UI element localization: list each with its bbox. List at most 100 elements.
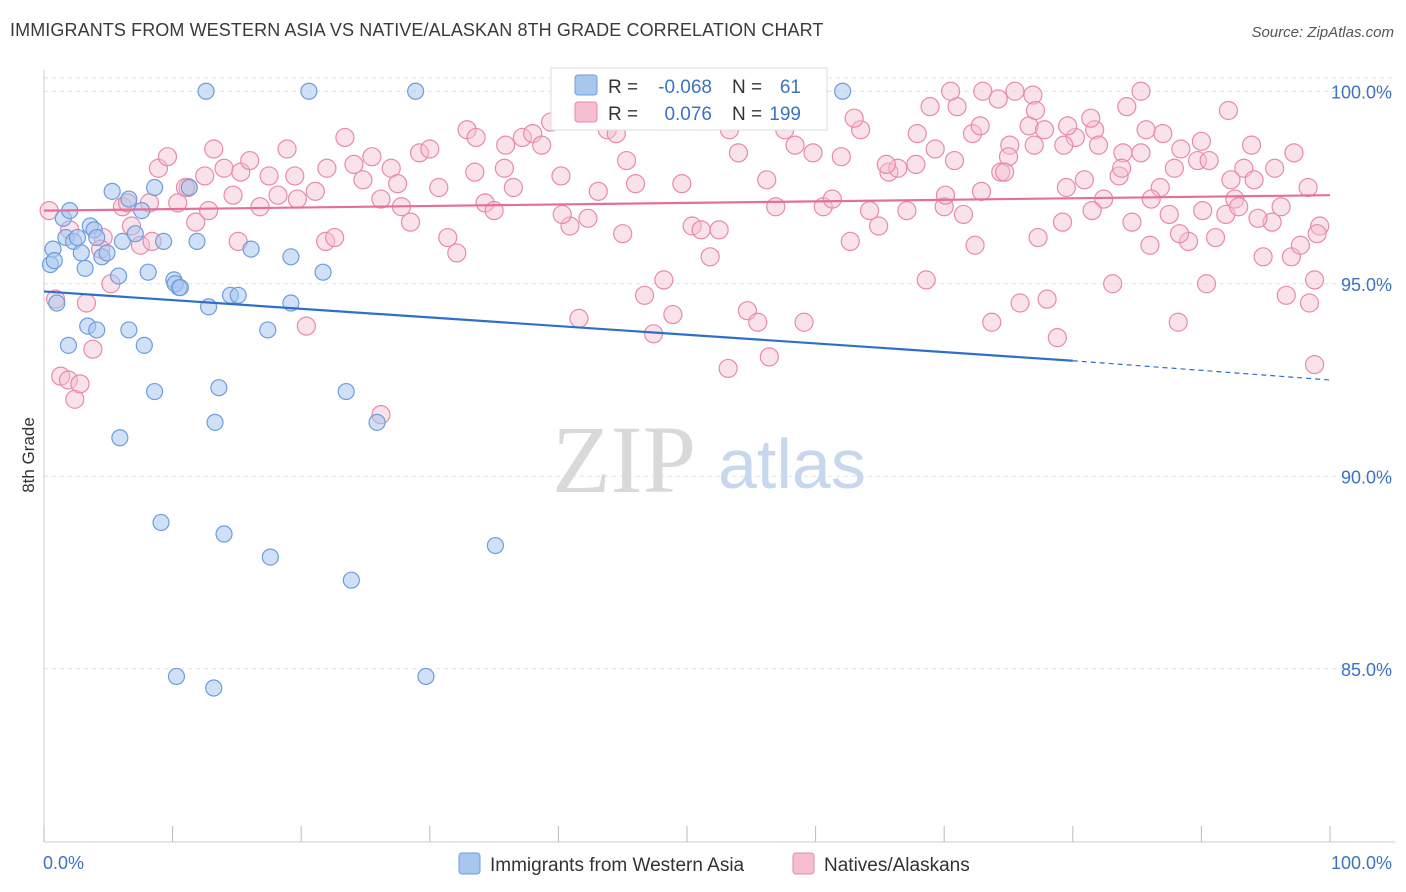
watermark-atlas: atlas xyxy=(718,425,866,503)
point-natives xyxy=(1103,274,1123,294)
point-natives xyxy=(1218,100,1239,121)
point-natives xyxy=(1159,204,1179,225)
point-natives xyxy=(195,166,215,186)
point-natives xyxy=(1271,197,1291,217)
point-natives xyxy=(1074,170,1094,190)
point-natives xyxy=(1290,235,1311,255)
point-natives xyxy=(325,227,345,248)
point-natives xyxy=(1010,293,1030,313)
watermark-zip: ZIP xyxy=(552,406,696,513)
point-natives xyxy=(1221,170,1241,190)
point-natives xyxy=(995,162,1015,182)
point-immigrants xyxy=(88,321,106,339)
stats-n-label-2: N = xyxy=(732,104,762,125)
point-immigrants xyxy=(98,244,116,262)
point-natives xyxy=(1028,227,1048,248)
legend-label-natives: Natives/Alaskans xyxy=(824,855,970,876)
point-natives xyxy=(512,127,532,148)
point-immigrants xyxy=(126,225,144,243)
point-natives xyxy=(785,135,805,155)
point-immigrants xyxy=(314,263,332,281)
stats-n-label-1: N = xyxy=(732,77,762,98)
point-immigrants xyxy=(145,178,164,197)
point-natives xyxy=(1085,120,1105,140)
point-natives xyxy=(831,147,851,167)
point-natives xyxy=(1023,85,1043,105)
point-natives xyxy=(353,170,373,190)
stats-r-label-1: R = xyxy=(608,77,638,98)
point-natives xyxy=(1304,270,1325,290)
point-natives xyxy=(1140,235,1160,255)
y-tick-labels: 100.0% 95.0% 90.0% 85.0% xyxy=(1331,82,1392,680)
point-natives xyxy=(1136,120,1156,140)
point-natives xyxy=(1109,166,1129,186)
trend-line-immigrants-extension xyxy=(1072,360,1331,381)
point-natives xyxy=(186,212,206,232)
point-immigrants xyxy=(834,82,852,100)
point-immigrants xyxy=(300,82,318,100)
point-immigrants xyxy=(180,178,198,197)
point-natives xyxy=(362,147,382,167)
point-natives xyxy=(494,158,514,178)
point-natives xyxy=(869,216,889,236)
point-natives xyxy=(982,312,1002,332)
source-label: Source: ZipAtlas.com xyxy=(1251,24,1394,41)
point-natives xyxy=(83,339,103,359)
point-natives xyxy=(1187,150,1208,171)
point-immigrants xyxy=(242,240,260,258)
point-natives xyxy=(1052,212,1073,232)
point-natives xyxy=(1122,212,1142,232)
point-immigrants xyxy=(45,252,63,270)
trend-line-immigrants xyxy=(43,290,1073,362)
point-immigrants xyxy=(417,667,435,686)
point-natives xyxy=(1065,127,1085,148)
point-natives xyxy=(1307,224,1327,244)
point-immigrants xyxy=(72,244,90,262)
point-natives xyxy=(285,166,305,186)
point-immigrants xyxy=(154,232,173,250)
point-immigrants xyxy=(210,379,228,397)
point-natives xyxy=(65,389,85,409)
y-axis-title: 8th Grade xyxy=(19,417,38,493)
point-natives xyxy=(700,247,720,267)
point-natives xyxy=(965,235,985,255)
point-natives xyxy=(447,243,467,263)
point-natives xyxy=(616,150,637,171)
point-natives xyxy=(76,293,97,313)
point-natives xyxy=(916,270,936,290)
point-natives xyxy=(1248,208,1268,228)
point-natives xyxy=(691,220,711,240)
stats-n-value-2: 199 xyxy=(769,104,801,125)
point-natives xyxy=(466,127,486,148)
point-natives xyxy=(1193,201,1213,221)
point-natives xyxy=(728,143,749,163)
point-natives xyxy=(1229,197,1249,217)
point-immigrants xyxy=(229,286,247,304)
chart-title: IMMIGRANTS FROM WESTERN ASIA VS NATIVE/A… xyxy=(10,20,824,40)
point-natives xyxy=(1131,81,1151,101)
point-natives xyxy=(944,150,965,171)
point-natives xyxy=(287,189,307,209)
legend-swatch-natives xyxy=(792,852,815,875)
point-natives xyxy=(1284,143,1304,163)
legend: Immigrants from Western Asia Natives/Ala… xyxy=(458,852,970,876)
y-tick-label: 85.0% xyxy=(1341,660,1392,680)
y-tick-label: 90.0% xyxy=(1341,467,1392,487)
point-natives xyxy=(1265,158,1285,178)
point-natives xyxy=(851,120,871,140)
point-natives xyxy=(268,185,288,205)
point-immigrants xyxy=(342,571,360,589)
point-immigrants xyxy=(135,336,153,354)
x-tick-label-min: 0.0% xyxy=(43,853,84,873)
point-natives xyxy=(840,231,860,251)
axes xyxy=(43,70,1395,843)
point-natives xyxy=(988,89,1008,109)
point-natives xyxy=(803,143,823,163)
point-natives xyxy=(634,285,655,305)
point-natives xyxy=(214,158,234,178)
point-natives xyxy=(409,143,430,163)
point-natives xyxy=(1088,135,1109,155)
point-natives xyxy=(748,312,768,332)
point-natives xyxy=(625,174,646,194)
point-natives xyxy=(613,224,633,244)
